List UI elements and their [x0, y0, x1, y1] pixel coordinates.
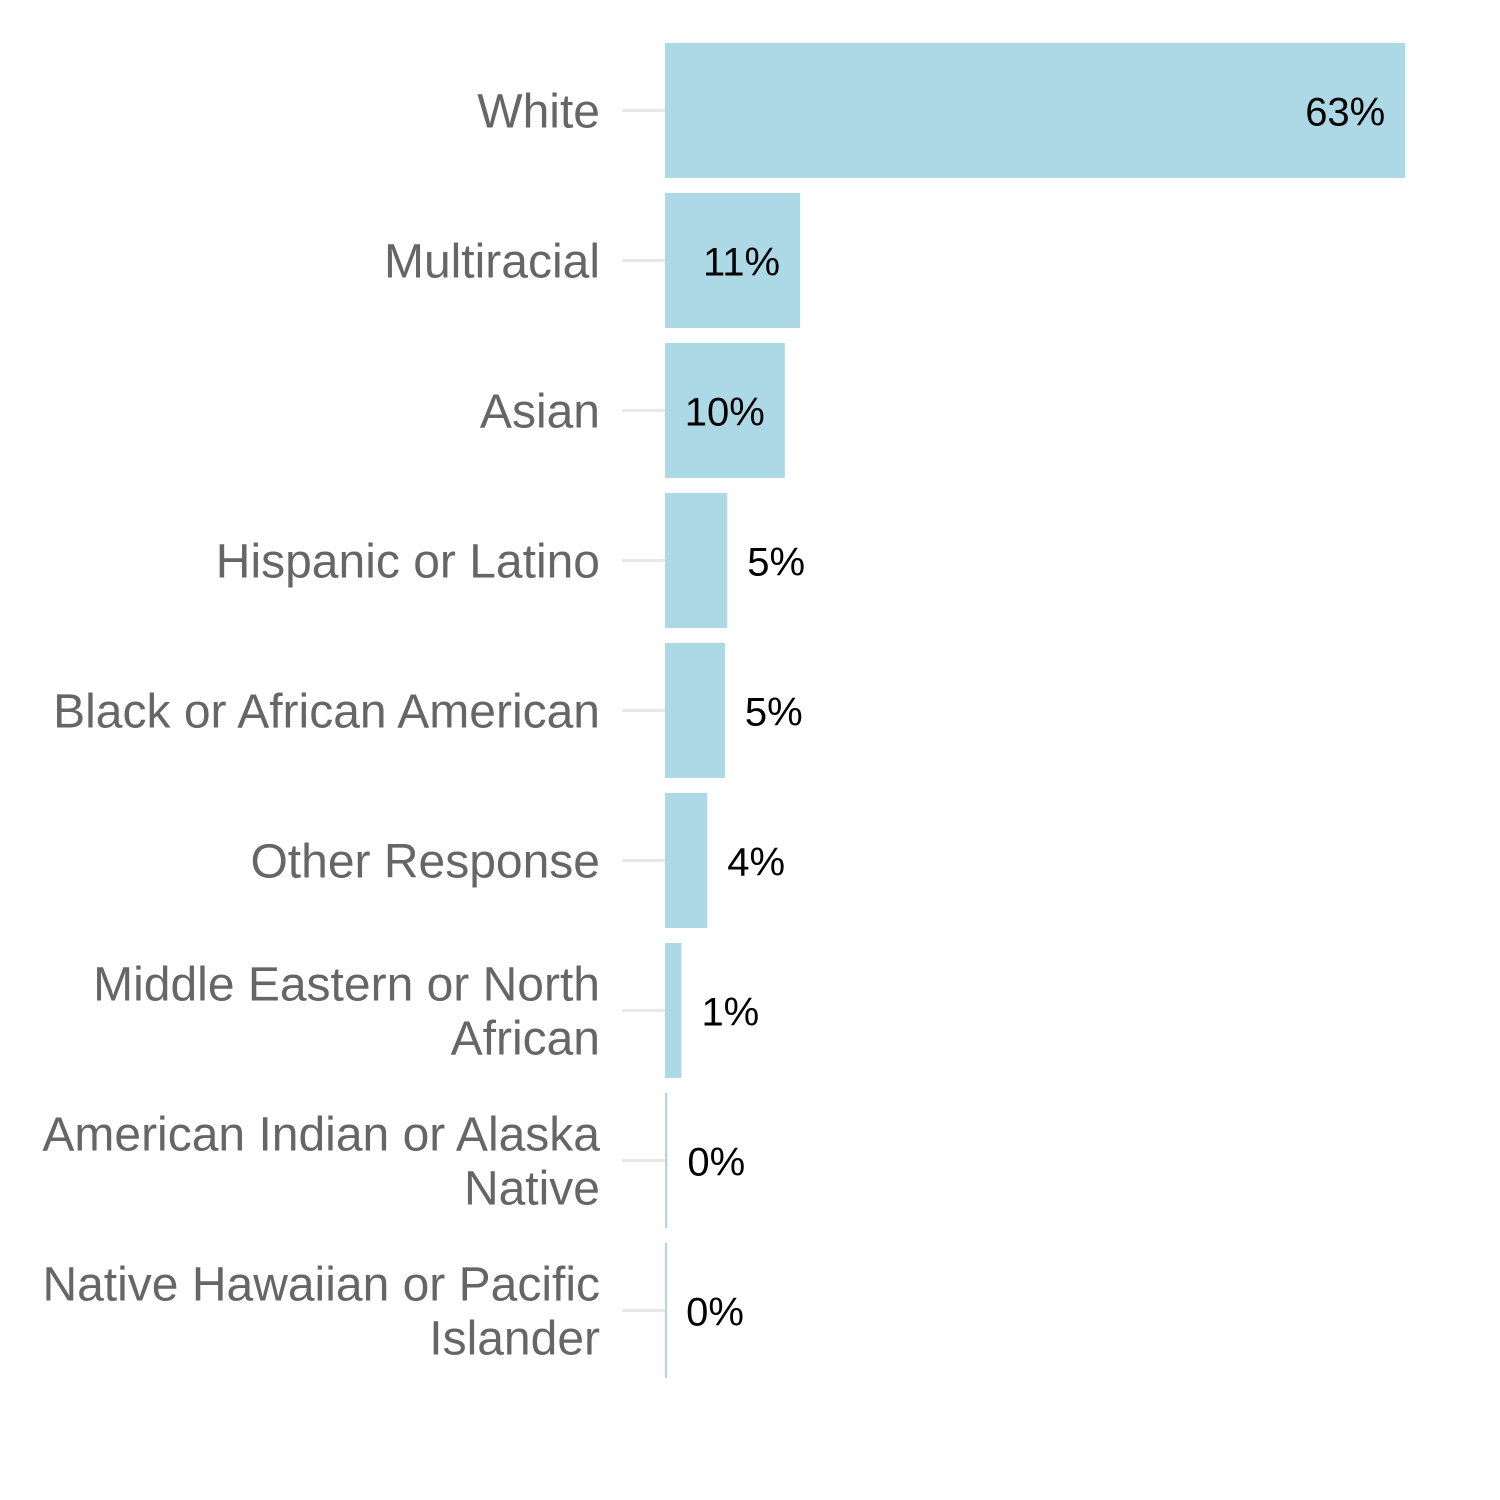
category-label-line: Middle Eastern or North — [93, 959, 600, 1012]
bar-american-indian-or-alaska-native — [665, 1093, 668, 1228]
category-label-line: Black or African American — [53, 686, 600, 739]
category-labels: White Multiracial Asian Hispanic or Latino B… — [42, 86, 600, 1366]
value-label-other-response: 4% — [727, 841, 785, 885]
bar-hispanic-or-latino — [665, 493, 728, 628]
category-label-asian: Asian — [480, 386, 600, 439]
category-label-line: Multiracial — [384, 236, 600, 289]
category-label-line: Native Hawaiian or Pacific — [42, 1259, 600, 1312]
category-label-black-or-african-american: Black or African American — [53, 686, 600, 739]
category-label-hispanic-or-latino: Hispanic or Latino — [216, 536, 600, 589]
value-label-black-or-african-american: 5% — [745, 691, 803, 735]
value-labels: 63% 11% 10% 5% 5% 4% 1% 0% 0% — [685, 91, 1385, 1335]
bar-other-response — [665, 793, 708, 928]
value-label-american-indian-or-alaska-native: 0% — [687, 1141, 745, 1185]
bars — [665, 43, 1406, 1378]
bar-white — [665, 43, 1406, 178]
value-label-hispanic-or-latino: 5% — [747, 541, 805, 585]
value-label-asian: 10% — [685, 391, 765, 435]
category-label-line: American Indian or Alaska — [42, 1109, 600, 1162]
bar-middle-eastern-or-north-african — [665, 943, 682, 1078]
bar-black-or-african-american — [665, 643, 725, 778]
category-label-other-response: Other Response — [250, 836, 600, 889]
category-label-line: White — [477, 86, 600, 139]
value-label-native-hawaiian-or-pacific-islander: 0% — [686, 1291, 744, 1335]
category-label-american-indian-or-alaska-native: American Indian or Alaska Native — [42, 1109, 600, 1216]
bar-multiracial — [665, 193, 801, 328]
axis-ticks — [622, 109, 665, 1312]
category-label-native-hawaiian-or-pacific-islander: Native Hawaiian or Pacific Islander — [42, 1259, 600, 1366]
category-label-line: Asian — [480, 386, 600, 439]
category-label-white: White — [477, 86, 600, 139]
category-label-multiracial: Multiracial — [384, 236, 600, 289]
value-label-middle-eastern-or-north-african: 1% — [701, 991, 759, 1035]
bar-native-hawaiian-or-pacific-islander — [665, 1243, 667, 1378]
category-label-line: Other Response — [250, 836, 600, 889]
category-label-line: African — [451, 1013, 600, 1066]
category-label-line: Native — [464, 1163, 600, 1216]
bar-asian — [665, 343, 785, 478]
category-label-line: Hispanic or Latino — [216, 536, 600, 589]
value-label-white: 63% — [1305, 91, 1385, 135]
category-label-line: Islander — [429, 1313, 600, 1366]
category-label-middle-eastern-or-north-african: Middle Eastern or North African — [93, 959, 600, 1066]
value-label-multiracial: 11% — [703, 241, 780, 285]
